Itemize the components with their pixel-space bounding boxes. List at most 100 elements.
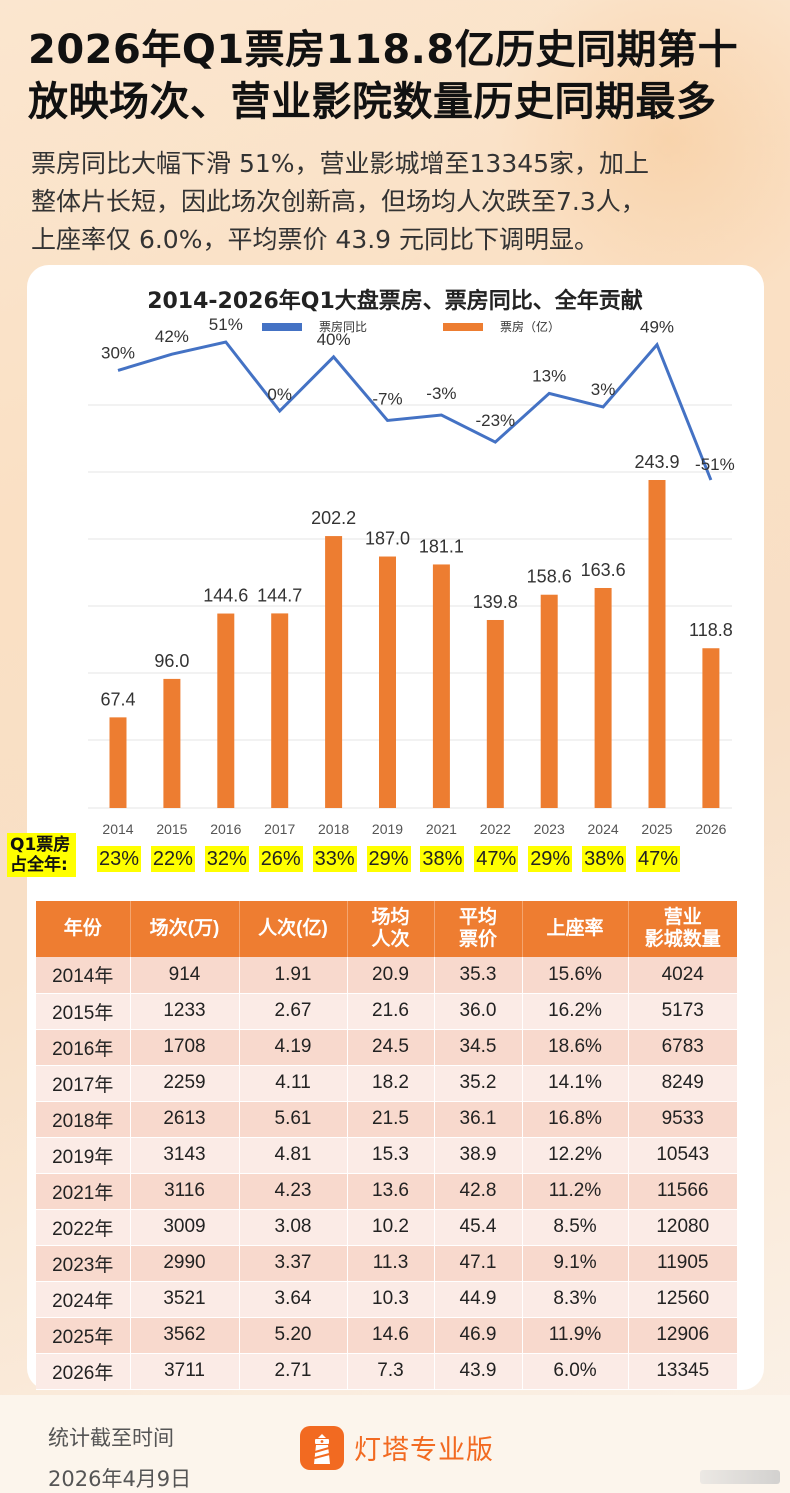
table-row: 2024年 3521 3.64 10.3 44.9 8.3% 12560 — [36, 1281, 737, 1318]
table-row: 2017年 2259 4.11 18.2 35.2 14.1% 8249 — [36, 1065, 737, 1102]
header-text: 营业 — [663, 907, 702, 928]
yoy-label-2015: 42% — [155, 327, 189, 346]
bar-2018 — [325, 536, 343, 808]
annual-share-2018: 33% — [312, 846, 357, 872]
table-cell: 10.3 — [347, 1281, 435, 1318]
table-cell: 4.19 — [239, 1029, 348, 1066]
table-cell: 11905 — [628, 1245, 737, 1282]
table-cell: 3711 — [130, 1353, 240, 1390]
table-cell: 8249 — [628, 1065, 737, 1102]
x-tick-2023: 2023 — [534, 821, 565, 837]
header-text: 场均 — [371, 907, 410, 928]
table-cell: 47.1 — [434, 1245, 523, 1282]
table-cell: 11.3 — [347, 1245, 435, 1282]
bar-label-2025: 243.9 — [634, 452, 679, 472]
table-cell: 36.0 — [434, 993, 523, 1030]
table-cell: 10543 — [628, 1137, 737, 1174]
yoy-label-2021: -3% — [426, 384, 456, 403]
table-cell: 6.0% — [522, 1353, 629, 1390]
table-cell: 3143 — [130, 1137, 240, 1174]
table-row: 2014年 914 1.91 20.9 35.3 15.6% 4024 — [36, 957, 737, 994]
table-cell: 2022年 — [36, 1209, 131, 1246]
table-cell: 3.37 — [239, 1245, 348, 1282]
yoy-label-2023: 13% — [532, 366, 566, 385]
table-cell: 12.2% — [522, 1137, 629, 1174]
bar-2025 — [648, 480, 666, 808]
table-cell: 35.3 — [434, 957, 523, 994]
table-row: 2015年 1233 2.67 21.6 36.0 16.2% 5173 — [36, 993, 737, 1030]
x-tick-2026: 2026 — [695, 821, 726, 837]
table-cell: 10.2 — [347, 1209, 435, 1246]
bar-2021 — [432, 564, 450, 808]
bar-2015 — [163, 678, 181, 808]
table-cell: 2613 — [130, 1101, 240, 1138]
table-cell: 5.61 — [239, 1101, 348, 1138]
table-cell: 4.11 — [239, 1065, 348, 1102]
table-cell: 44.9 — [434, 1281, 523, 1318]
legend-item-boxoffice: 票房（亿） — [443, 318, 560, 335]
header-text: 影城数量 — [644, 929, 721, 950]
table-row: 2022年 3009 3.08 10.2 45.4 8.5% 12080 — [36, 1209, 737, 1246]
table-cell: 3116 — [130, 1173, 240, 1210]
table-cell: 9533 — [628, 1101, 737, 1138]
yoy-label-2016: 51% — [209, 315, 243, 334]
annual-share-2014: 23% — [97, 846, 142, 872]
table-cell: 2018年 — [36, 1101, 131, 1138]
table-row: 2018年 2613 5.61 21.5 36.1 16.8% 9533 — [36, 1101, 737, 1138]
headline-line-2: 放映场次、营业影院数量历史同期最多 — [28, 79, 717, 125]
brand-name: 灯塔专业版 — [354, 1435, 494, 1466]
table-cell: 16.2% — [522, 993, 629, 1030]
annual-share-label-line-2: 占全年: — [10, 855, 68, 875]
table-cell: 1233 — [130, 993, 240, 1030]
table-cell: 3009 — [130, 1209, 240, 1246]
table-cell: 914 — [130, 957, 240, 994]
bar-2023 — [540, 594, 558, 808]
bar-label-2023: 158.6 — [527, 567, 572, 587]
table-cell: 21.6 — [347, 993, 435, 1030]
legend-label-yoy: 票房同比 — [319, 320, 368, 334]
yoy-label-2026: -51% — [695, 455, 735, 474]
table-cell: 4.23 — [239, 1173, 348, 1210]
annual-share-2021: 38% — [420, 846, 465, 872]
table-cell: 13.6 — [347, 1173, 435, 1210]
annual-share-label: Q1票房 占全年: — [7, 833, 77, 877]
table-header-cell: 场次(万) — [130, 901, 240, 957]
bar-label-2018: 202.2 — [311, 508, 356, 528]
annual-share-2015: 22% — [150, 846, 195, 872]
header-text: 人次(亿) — [258, 918, 328, 939]
table-header-cell: 年份 — [36, 901, 131, 957]
table-cell: 12906 — [628, 1317, 737, 1354]
summary-line-2: 整体片长短，因此场次创新高，但场均人次跌至7.3人， — [31, 187, 646, 216]
x-tick-2022: 2022 — [480, 821, 511, 837]
x-tick-2024: 2024 — [588, 821, 619, 837]
summary-text: 票房同比大幅下滑 51%，营业影城增至13345家，加上 整体片长短，因此场次创… — [31, 145, 771, 259]
table-cell: 34.5 — [434, 1029, 523, 1066]
annual-share-2022: 47% — [474, 846, 519, 872]
table-cell: 45.4 — [434, 1209, 523, 1246]
headline-line-1: 2026年Q1票房118.8亿历史同期第十 — [28, 27, 739, 73]
table-cell: 15.3 — [347, 1137, 435, 1174]
table-header-cell: 上座率 — [522, 901, 629, 957]
header-text: 上座率 — [546, 918, 604, 939]
table-cell: 4.81 — [239, 1137, 348, 1174]
bar-label-2024: 163.6 — [581, 560, 626, 580]
bar-label-2015: 96.0 — [154, 651, 189, 671]
table-cell: 16.8% — [522, 1101, 629, 1138]
table-cell: 21.5 — [347, 1101, 435, 1138]
bar-label-2017: 144.7 — [257, 585, 302, 605]
table-cell: 2024年 — [36, 1281, 131, 1318]
combo-chart: 67.4 96.0 144.6 144.7 202.2 187.0 181.1 139.8 15… — [88, 315, 735, 837]
header-text: 票价 — [458, 929, 497, 950]
table-cell: 2019年 — [36, 1137, 131, 1174]
table-header-cell: 营业 影城数量 — [628, 901, 737, 957]
table-cell: 2016年 — [36, 1029, 131, 1066]
annual-share-2023: 29% — [528, 846, 573, 872]
x-tick-2025: 2025 — [641, 821, 672, 837]
table-cell: 2026年 — [36, 1353, 131, 1390]
table-cell: 11.9% — [522, 1317, 629, 1354]
table-cell: 35.2 — [434, 1065, 523, 1102]
table-row: 2023年 2990 3.37 11.3 47.1 9.1% 11905 — [36, 1245, 737, 1282]
table-cell: 3521 — [130, 1281, 240, 1318]
table-row: 2025年 3562 5.20 14.6 46.9 11.9% 12906 — [36, 1317, 737, 1354]
legend-label-boxoffice: 票房（亿） — [500, 320, 561, 334]
